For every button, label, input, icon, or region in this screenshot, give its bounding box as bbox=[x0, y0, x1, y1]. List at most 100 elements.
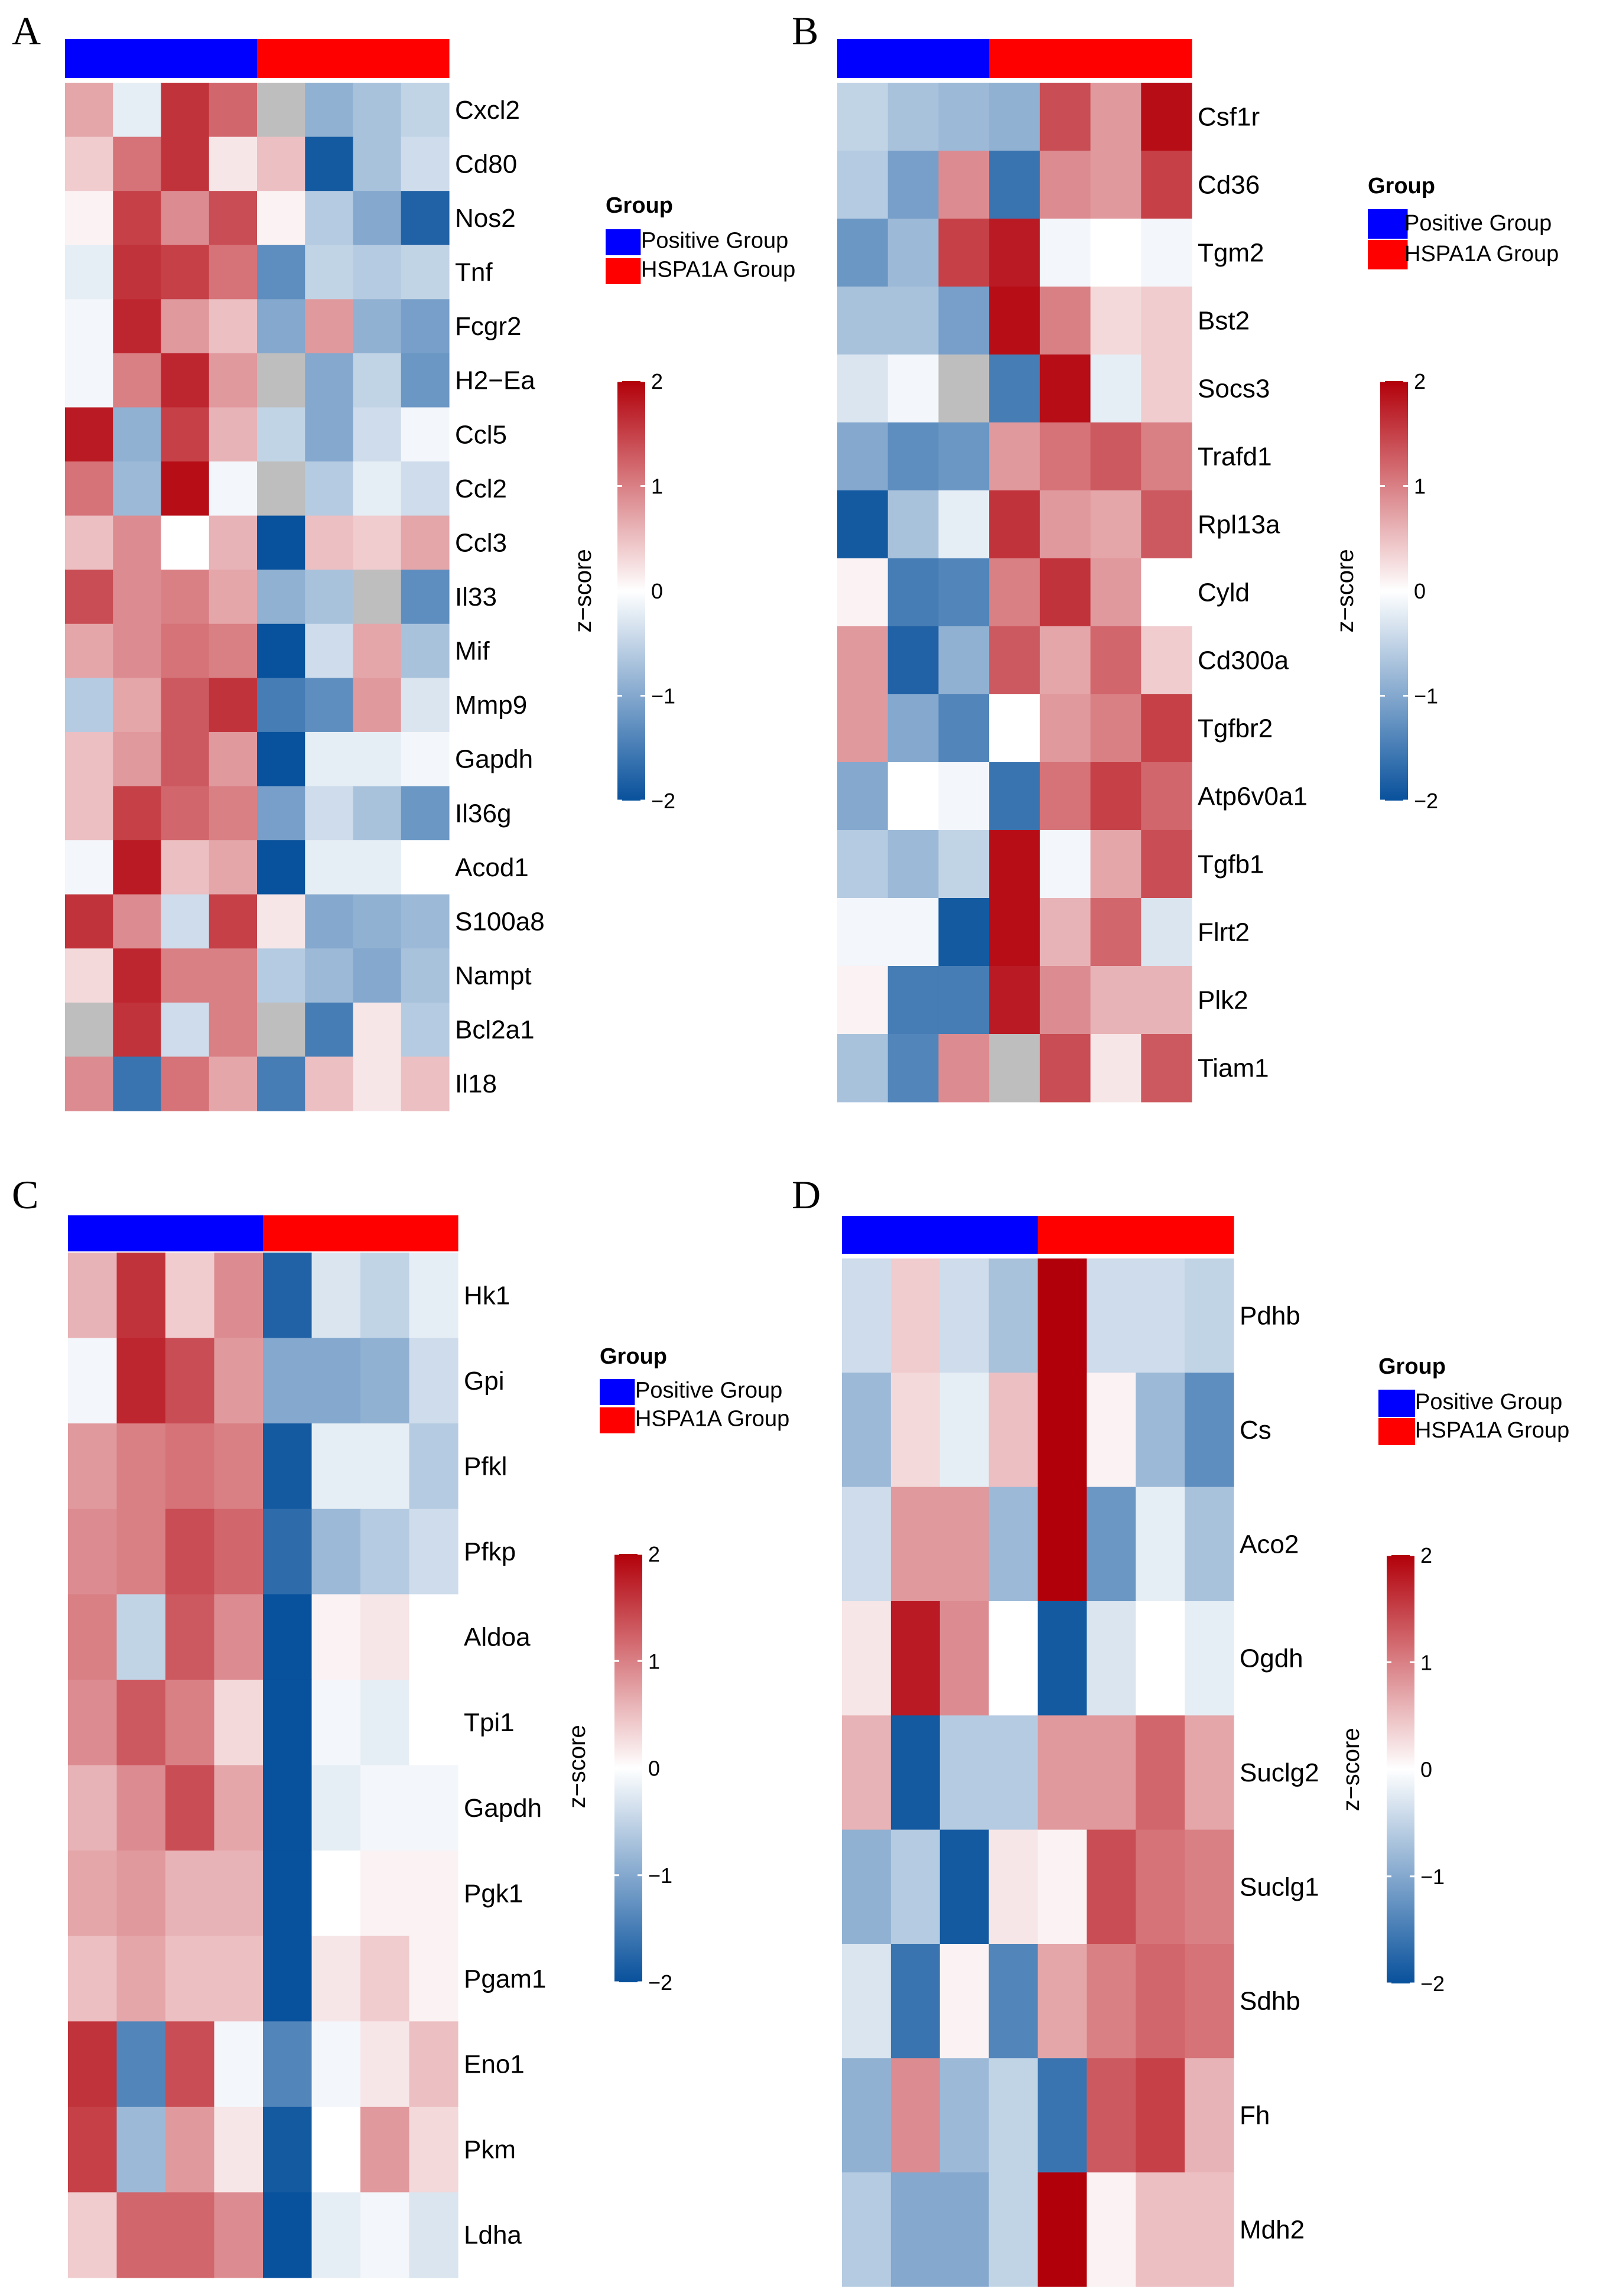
heatmap-cell bbox=[68, 1679, 118, 1766]
heatmap-cell bbox=[353, 948, 402, 1003]
heatmap-cell bbox=[209, 786, 258, 841]
heatmap-cell bbox=[116, 1851, 166, 1937]
heatmap-cell bbox=[360, 1508, 410, 1595]
heatmap-cell bbox=[989, 966, 1040, 1035]
gene-label: Il33 bbox=[455, 583, 497, 612]
heatmap-cell bbox=[887, 558, 939, 627]
heatmap-cell bbox=[1039, 287, 1091, 355]
heatmap-cell bbox=[311, 1679, 361, 1766]
gene-label: Il18 bbox=[455, 1069, 497, 1098]
heatmap-cell bbox=[305, 136, 354, 191]
heatmap-cell bbox=[887, 830, 939, 899]
heatmap-cell bbox=[113, 299, 162, 354]
heatmap-cell bbox=[65, 136, 113, 191]
heatmap-cell bbox=[214, 1423, 264, 1510]
heatmap-cell bbox=[214, 2106, 264, 2193]
gene-label: Ogdh bbox=[1240, 1644, 1303, 1673]
heatmap-cell bbox=[165, 2192, 215, 2278]
heatmap-cell bbox=[409, 1936, 458, 2022]
heatmap-cell bbox=[890, 1258, 941, 1373]
heatmap-cell bbox=[401, 245, 450, 300]
group-bar-cell bbox=[263, 1215, 313, 1251]
heatmap-cell bbox=[1185, 1487, 1234, 1602]
heatmap-cell bbox=[257, 840, 305, 895]
heatmap-cell bbox=[1039, 490, 1091, 559]
heatmap-cell bbox=[263, 1936, 313, 2022]
heatmap-cell bbox=[989, 287, 1040, 355]
heatmap-cell bbox=[1038, 1944, 1087, 2058]
heatmap-cell bbox=[257, 894, 305, 949]
heatmap-cell bbox=[989, 558, 1040, 627]
heatmap-cell bbox=[165, 2021, 215, 2108]
colorbar-tick-label: 2 bbox=[1420, 1543, 1432, 1567]
group-bar-cell bbox=[1141, 39, 1192, 78]
legend-label: HSPA1A Group bbox=[641, 258, 795, 282]
heatmap-cell bbox=[938, 898, 990, 967]
heatmap-cell bbox=[1090, 355, 1142, 423]
heatmap-cell bbox=[161, 623, 210, 678]
heatmap-cell bbox=[116, 1936, 166, 2022]
heatmap-cell bbox=[938, 151, 990, 219]
heatmap-cell bbox=[214, 1936, 264, 2022]
heatmap-cell bbox=[1136, 1715, 1185, 1830]
colorbar-tick-label: −1 bbox=[651, 684, 675, 708]
gene-label: Mif bbox=[455, 637, 490, 666]
heatmap-cell bbox=[1087, 2058, 1136, 2173]
heatmap-cell bbox=[68, 1936, 118, 2022]
heatmap-cell bbox=[113, 623, 162, 678]
heatmap-cell bbox=[842, 1258, 892, 1373]
gene-label: Ccl3 bbox=[455, 528, 507, 557]
legend-label: HSPA1A Group bbox=[1404, 242, 1559, 266]
heatmap-cell bbox=[305, 461, 354, 516]
heatmap-cell bbox=[1090, 490, 1142, 559]
group-bar-cell bbox=[409, 1215, 458, 1251]
heatmap-cell bbox=[209, 1056, 258, 1111]
heatmap-cell bbox=[263, 1338, 313, 1424]
heatmap-cell bbox=[113, 353, 162, 408]
heatmap-cell bbox=[161, 731, 210, 787]
heatmap-cell bbox=[887, 694, 939, 763]
heatmap-cell bbox=[68, 1508, 118, 1595]
heatmap-cell bbox=[68, 1765, 118, 1851]
heatmap-cell bbox=[1038, 1715, 1087, 1830]
heatmap-cell bbox=[837, 830, 889, 899]
group-bar-cell bbox=[68, 1215, 118, 1251]
heatmap-cell bbox=[65, 623, 113, 678]
heatmap-cell bbox=[989, 762, 1040, 831]
gene-label: Pdhb bbox=[1240, 1302, 1300, 1331]
heatmap-cell bbox=[113, 1056, 162, 1111]
heatmap-cell bbox=[887, 762, 939, 831]
heatmap-cell bbox=[938, 219, 990, 287]
group-bar-cell bbox=[65, 39, 113, 78]
colorbar-title: z−score bbox=[564, 1725, 590, 1808]
legend-label: Positive Group bbox=[635, 1378, 782, 1403]
heatmap-cell bbox=[939, 1715, 990, 1830]
heatmap-cell bbox=[887, 287, 939, 355]
gene-label: Bcl2a1 bbox=[455, 1016, 535, 1045]
heatmap-cell bbox=[1185, 1373, 1234, 1488]
heatmap-cell bbox=[837, 898, 889, 967]
heatmap-cell bbox=[257, 570, 305, 625]
heatmap-cell bbox=[939, 1258, 990, 1373]
heatmap-cell bbox=[353, 353, 402, 408]
heatmap-cell bbox=[1039, 694, 1091, 763]
heatmap-cell bbox=[353, 83, 402, 138]
heatmap-cell bbox=[209, 407, 258, 462]
heatmap-cell bbox=[938, 287, 990, 355]
heatmap-cell bbox=[401, 840, 450, 895]
heatmap-cell bbox=[65, 407, 113, 462]
heatmap-cell bbox=[257, 461, 305, 516]
heatmap-cell bbox=[65, 245, 113, 300]
heatmap-cell bbox=[988, 1601, 1039, 1716]
heatmap-cell bbox=[989, 151, 1040, 219]
heatmap-cell bbox=[409, 1851, 458, 1937]
heatmap-cell bbox=[65, 894, 113, 949]
group-bar-cell bbox=[837, 39, 889, 78]
heatmap-cell bbox=[401, 1056, 450, 1111]
heatmap-cell bbox=[68, 2106, 118, 2193]
heatmap-cell bbox=[1141, 83, 1192, 151]
panel-letter: D bbox=[792, 1172, 821, 1217]
heatmap-cell bbox=[1087, 1258, 1136, 1373]
gene-label: Gapdh bbox=[455, 745, 533, 774]
heatmap-cell bbox=[214, 1594, 264, 1680]
